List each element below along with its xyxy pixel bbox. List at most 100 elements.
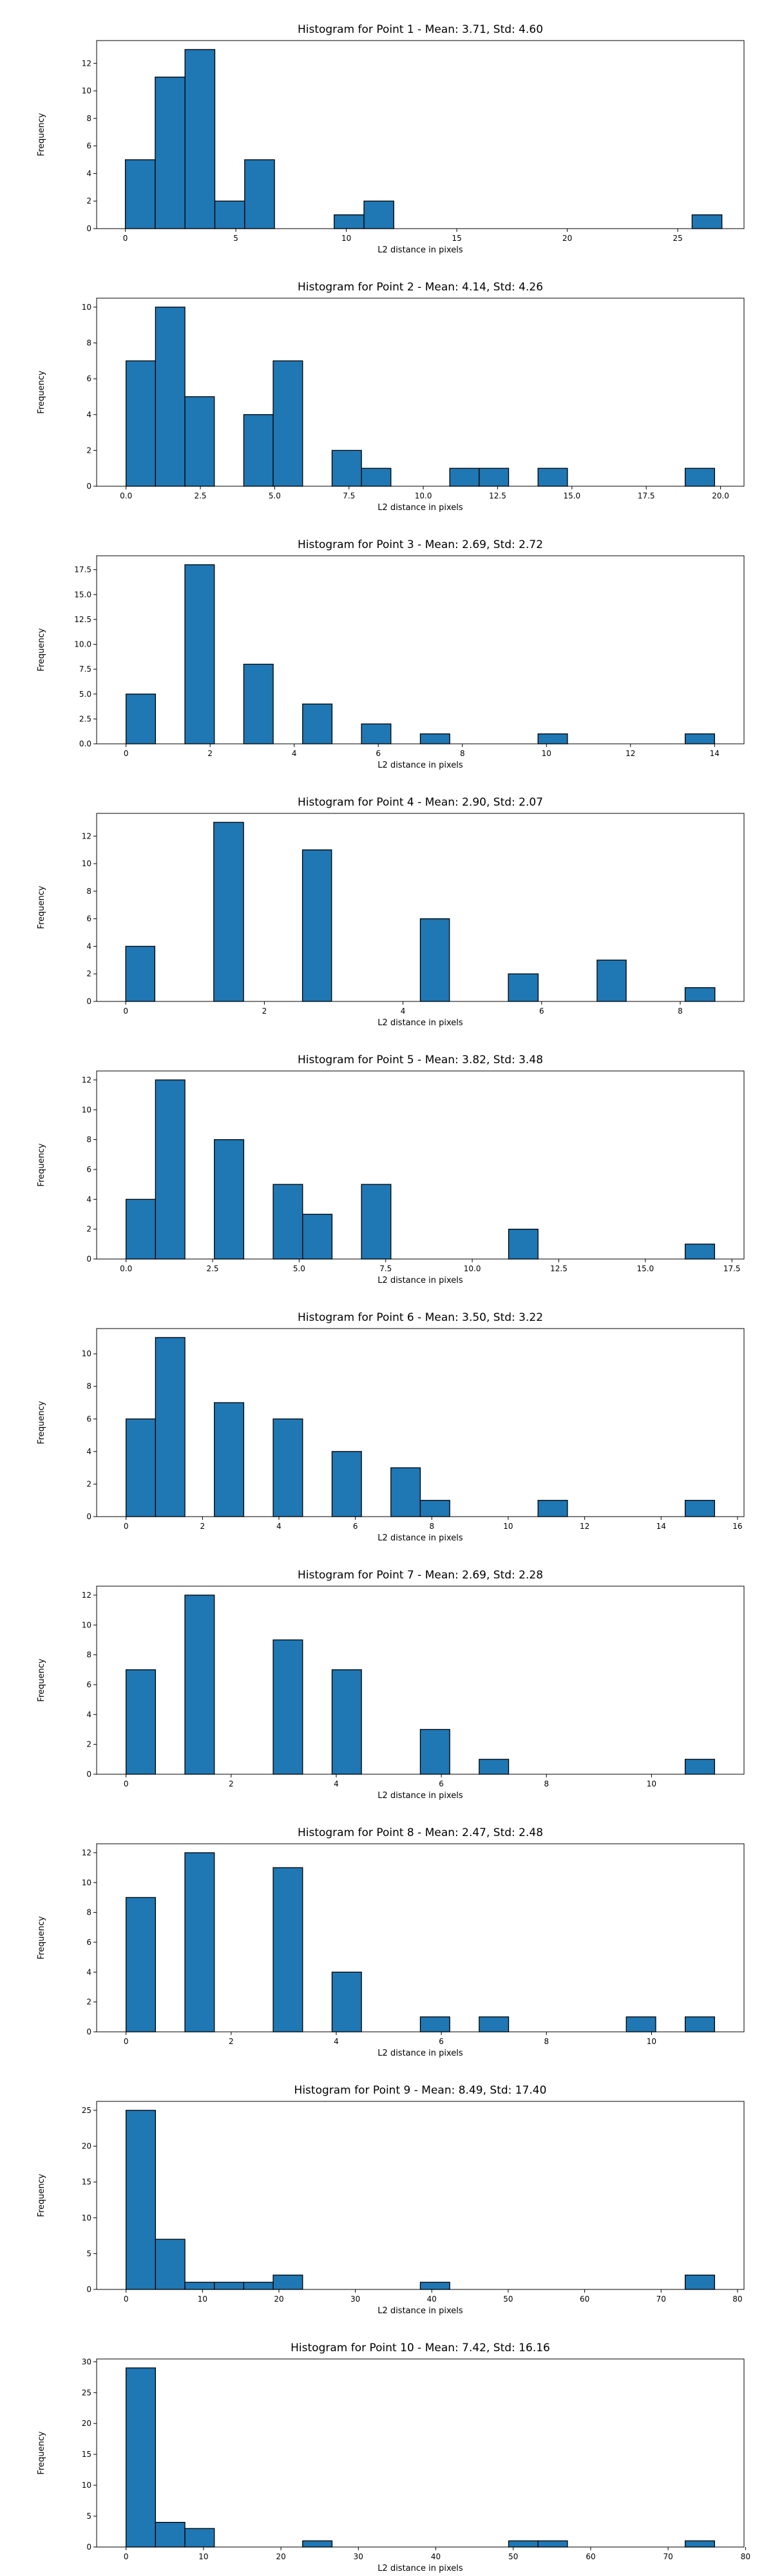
histogram-panel-2: Histogram for Point 2 - Mean: 4.14, Std:… xyxy=(0,258,773,515)
histogram-panel-8: Histogram for Point 8 - Mean: 2.47, Std:… xyxy=(0,1803,773,2061)
x-tick-label: 6 xyxy=(539,1007,544,1016)
x-tick-label: 14 xyxy=(710,749,720,758)
y-tick-label: 4 xyxy=(86,410,91,419)
y-tick-label: 2 xyxy=(86,1998,91,2007)
x-tick-label: 2 xyxy=(207,749,213,758)
histogram-svg: Histogram for Point 7 - Mean: 2.69, Std:… xyxy=(37,1569,745,1801)
y-tick-label: 2.5 xyxy=(79,714,91,723)
x-axis-label: L2 distance in pixels xyxy=(377,1276,463,1285)
y-tick-label: 0 xyxy=(86,482,91,491)
y-axis-label: Frequency xyxy=(37,2174,46,2217)
histogram-bar-6 xyxy=(419,733,450,744)
x-tick-label: 6 xyxy=(376,749,381,758)
histogram-bar-3 xyxy=(184,396,215,487)
x-tick-label: 6 xyxy=(439,2037,444,2046)
histogram-bar-4 xyxy=(331,1971,362,2032)
x-tick-label: 50 xyxy=(503,2295,513,2304)
x-tick-label: 2 xyxy=(200,1522,205,1531)
x-tick-label: 4 xyxy=(334,1779,339,1788)
y-tick-label: 2 xyxy=(86,1479,91,1488)
y-tick-label: 12 xyxy=(82,831,91,840)
y-tick-label: 4 xyxy=(86,1967,91,1976)
histogram-panel-5: Histogram for Point 5 - Mean: 3.82, Std:… xyxy=(0,1030,773,1288)
chart-title: Histogram for Point 6 - Mean: 3.50, Std:… xyxy=(298,1311,543,1324)
x-tick-label: 17.5 xyxy=(638,491,655,500)
y-tick-label: 5 xyxy=(86,2249,91,2258)
histogram-bar-2 xyxy=(184,1595,215,1775)
y-tick-label: 30 xyxy=(82,2357,91,2366)
histogram-bar-7 xyxy=(537,733,568,744)
x-tick-label: 5.0 xyxy=(293,1264,305,1273)
x-tick-label: 2.5 xyxy=(194,491,206,500)
x-tick-label: 70 xyxy=(663,2552,673,2561)
plot-frame xyxy=(96,1843,745,2032)
histogram-bar-2 xyxy=(184,564,215,744)
y-axis-label: Frequency xyxy=(37,1143,46,1186)
y-tick-label: 7.5 xyxy=(79,665,91,674)
x-tick-label: 10.0 xyxy=(415,491,432,500)
x-tick-label: 4 xyxy=(276,1522,282,1531)
plot-frame xyxy=(96,1328,745,1517)
histogram-bar-6 xyxy=(334,214,365,229)
y-tick-label: 2 xyxy=(86,1225,91,1234)
y-tick-label: 8 xyxy=(86,1908,91,1917)
histogram-bar-3 xyxy=(301,849,332,1002)
plot-frame xyxy=(96,2358,745,2548)
histogram-panel-4: Histogram for Point 4 - Mean: 2.90, Std:… xyxy=(0,773,773,1030)
histogram-panel-9: Histogram for Point 9 - Mean: 8.49, Std:… xyxy=(0,2061,773,2318)
y-tick-label: 25 xyxy=(82,2388,91,2397)
y-tick-label: 10.0 xyxy=(74,640,91,649)
histogram-bar-3 xyxy=(184,49,216,229)
x-tick-label: 14 xyxy=(656,1522,666,1531)
y-tick-label: 8 xyxy=(86,1135,91,1144)
y-tick-label: 2 xyxy=(86,1740,91,1749)
histogram-bar-9 xyxy=(684,1500,715,1517)
x-axis-label: L2 distance in pixels xyxy=(377,1533,463,1543)
y-tick-label: 4 xyxy=(86,1447,91,1456)
x-tick-label: 0 xyxy=(124,2295,129,2304)
y-tick-label: 17.5 xyxy=(74,565,91,574)
histogram-bar-4 xyxy=(302,703,333,744)
y-tick-label: 10 xyxy=(82,2481,91,2490)
y-tick-label: 4 xyxy=(86,1195,91,1204)
histogram-bar-1 xyxy=(126,1198,157,1260)
plot-frame xyxy=(96,298,745,487)
y-tick-label: 4 xyxy=(86,169,91,178)
y-tick-label: 8 xyxy=(86,339,91,348)
y-tick-label: 12 xyxy=(82,1591,91,1600)
histogram-svg: Histogram for Point 5 - Mean: 3.82, Std:… xyxy=(37,1054,745,1285)
x-tick-label: 12 xyxy=(580,1522,589,1531)
x-tick-label: 15 xyxy=(452,234,461,243)
y-tick-label: 2 xyxy=(86,196,91,205)
y-axis-label: Frequency xyxy=(37,113,46,156)
histogram-bar-8 xyxy=(684,733,715,744)
y-tick-label: 0 xyxy=(86,997,91,1006)
histogram-bar-6 xyxy=(272,2275,303,2290)
chart-title: Histogram for Point 10 - Mean: 7.42, Std… xyxy=(291,2342,550,2354)
chart-title: Histogram for Point 8 - Mean: 2.47, Std:… xyxy=(298,1826,543,1839)
histogram-bar-1 xyxy=(126,1897,157,2032)
histogram-bar-8 xyxy=(449,468,480,487)
y-tick-label: 12 xyxy=(82,1848,91,1857)
x-axis-label: L2 distance in pixels xyxy=(377,2564,463,2573)
histogram-bar-6 xyxy=(537,2540,568,2548)
x-tick-label: 15.0 xyxy=(636,1264,654,1273)
histogram-svg: Histogram for Point 4 - Mean: 2.90, Std:… xyxy=(37,796,745,1028)
y-tick-label: 8 xyxy=(86,1651,91,1660)
y-tick-label: 6 xyxy=(86,1938,91,1947)
x-axis-label: L2 distance in pixels xyxy=(377,2049,463,2058)
x-tick-label: 80 xyxy=(732,2295,742,2304)
x-tick-label: 5.0 xyxy=(269,491,281,500)
x-axis-label: L2 distance in pixels xyxy=(377,1791,463,1801)
y-tick-label: 20 xyxy=(82,2419,91,2428)
histogram-bar-6 xyxy=(331,450,362,487)
x-tick-label: 20.0 xyxy=(712,491,729,500)
y-tick-label: 4 xyxy=(86,1710,91,1719)
histogram-bar-4 xyxy=(214,2282,245,2290)
y-tick-label: 6 xyxy=(86,1414,91,1423)
histogram-bar-5 xyxy=(272,360,303,487)
histogram-bar-10 xyxy=(537,468,568,487)
x-tick-label: 12.5 xyxy=(550,1264,568,1273)
histogram-bar-2 xyxy=(155,1079,186,1260)
x-tick-label: 4 xyxy=(401,1007,406,1016)
